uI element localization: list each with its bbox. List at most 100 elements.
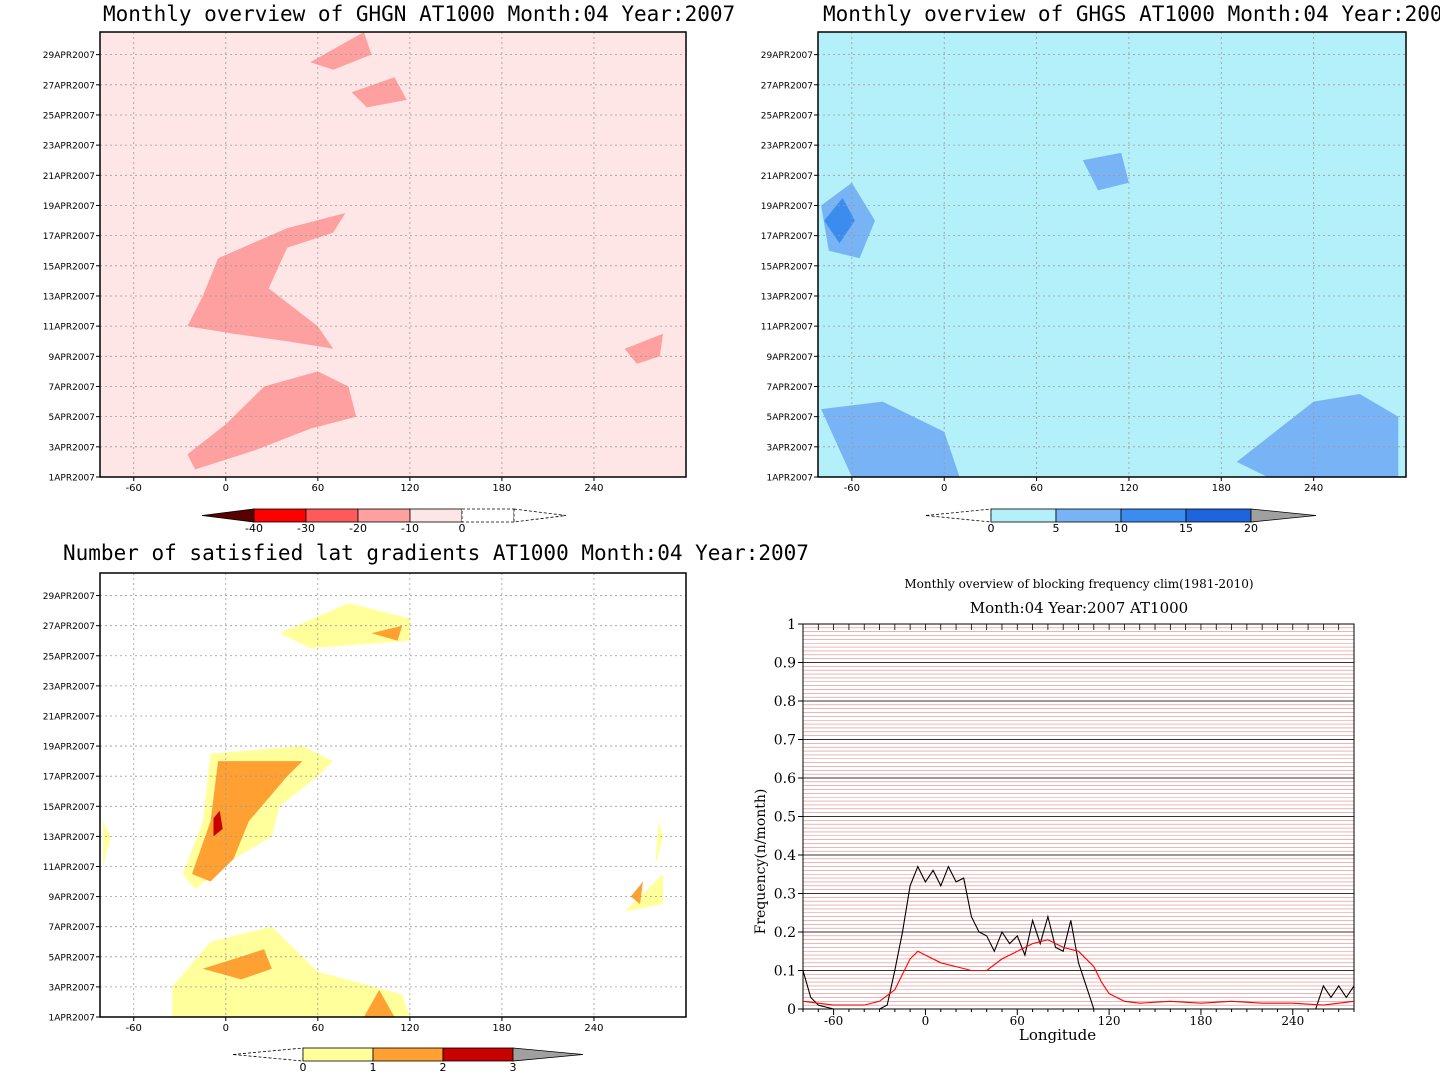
ghgs-field-bg [818, 32, 1406, 477]
ghgs-xtick-label: 60 [1030, 483, 1043, 494]
ghgs-colorbar-label: 10 [1114, 522, 1128, 535]
ghgn-xtick-label: 180 [492, 483, 511, 494]
ghgs-xtick-label: 180 [1212, 483, 1231, 494]
ghgn-ytick-label: 17APR2007 [43, 232, 95, 242]
latgrad-colorbar-end-high [512, 1047, 584, 1062]
latgrad-ytick-label: 25APR2007 [43, 652, 95, 662]
latgrad-ytick-label: 21APR2007 [43, 712, 95, 722]
ghgs-ytick-label: 21APR2007 [761, 172, 813, 182]
ghgn-ytick-label: 7APR2007 [49, 383, 95, 393]
ghgs-ytick-label: 1APR2007 [767, 474, 813, 484]
ghgn-colorbar-swatch [409, 508, 463, 523]
ghgn-ytick-label: 19APR2007 [43, 202, 95, 212]
ghgn-field-bg [100, 32, 686, 477]
ghgn-colorbar-label: -40 [245, 522, 263, 535]
latgrad-ytick-label: 11APR2007 [43, 863, 95, 873]
latgrad-contour-region [630, 881, 643, 905]
blocking-ylabel: Frequency(n/month) [753, 789, 769, 935]
latgrad-xtick-label: 60 [311, 1023, 324, 1034]
ghgn-contour-region [187, 213, 346, 349]
latgrad-contour-region [279, 603, 410, 649]
ghgs-contour-region [1082, 152, 1129, 191]
ghgn-ytick-label: 27APR2007 [43, 81, 95, 91]
ghgs-heatmap: 1APR2007 3APR2007 5APR2007 7APR2007 9APR2007… [761, 31, 1407, 535]
ghgs-ytick-label: 15APR2007 [761, 262, 813, 272]
latgrad-ytick-label: 5APR2007 [49, 953, 95, 963]
ghgn-ytick-label: 21APR2007 [43, 172, 95, 182]
ghgs-ytick-label: 7APR2007 [767, 383, 813, 393]
latgrad-colorbar-end-low [232, 1047, 304, 1062]
blocking-series-observed [802, 865, 1355, 1010]
ghgn-contour-region [310, 32, 372, 70]
ghgs-contour-region [1236, 394, 1399, 477]
ghgn-xtick-label: 120 [400, 483, 419, 494]
latgrad-xtick-label: 240 [584, 1023, 603, 1034]
ghgs-colorbar-label: 5 [1053, 522, 1060, 535]
blocking-ytick-label: 0.5 [774, 810, 796, 826]
latgrad-contour-region [202, 949, 272, 980]
ghgs-xtick-label: 120 [1119, 483, 1138, 494]
latgrad-colorbar-swatch [372, 1047, 444, 1062]
ghgs-ytick-label: 23APR2007 [761, 142, 813, 152]
ghgs-colorbar-end-low [925, 508, 992, 523]
latgrad-colorbar-swatch [302, 1047, 374, 1062]
blocking-series-climatology [802, 939, 1355, 1006]
latgrad-ytick-label: 19APR2007 [43, 743, 95, 753]
blocking-title: Monthly overview of blocking frequency c… [904, 577, 1253, 591]
ghgn-colorbar-swatch-blank [461, 508, 515, 523]
ghgn-ytick-label: 29APR2007 [43, 51, 95, 61]
ghgn-contour-region [351, 77, 407, 108]
blocking-xlabel: Longitude [1019, 1026, 1096, 1044]
ghgs-xtick-label: 240 [1304, 483, 1323, 494]
ghgn-ytick-label: 5APR2007 [49, 413, 95, 423]
ghgn-contour-region [187, 371, 357, 470]
ghgs-colorbar-label: 20 [1244, 522, 1258, 535]
ghgs-ytick-label: 13APR2007 [761, 292, 813, 302]
ghgn-colorbar-end-high [513, 508, 567, 523]
ghgs-ytick-label: 5APR2007 [767, 413, 813, 423]
latgrad-xtick-label: 180 [492, 1023, 511, 1034]
latgrad-ytick-label: 29APR2007 [43, 592, 95, 602]
ghgs-frame [817, 31, 1407, 478]
ghgn-frame [99, 31, 687, 478]
latgrad-xtick-label: -60 [126, 1023, 142, 1034]
ghgs-ytick-label: 17APR2007 [761, 232, 813, 242]
blocking-ytick-label: 0.9 [774, 656, 796, 672]
blocking-xtick-label: 240 [1281, 1014, 1304, 1028]
ghgn-heatmap: 1APR2007 3APR2007 5APR2007 7APR2007 9APR2007… [43, 31, 687, 535]
latgrad-colorbar-swatch [442, 1047, 514, 1062]
blocking-ytick-label: 0.2 [774, 925, 796, 941]
blocking-ytick-label: 0.8 [774, 694, 796, 710]
latgrad-contour-region [655, 821, 663, 867]
ghgs-ytick-label: 27APR2007 [761, 81, 813, 91]
ghgn-ytick-label: 25APR2007 [43, 111, 95, 121]
ghgs-ytick-label: 9APR2007 [767, 353, 813, 363]
ghgs-colorbar-swatch [1055, 508, 1122, 523]
ghgn-ytick-label: 23APR2007 [43, 142, 95, 152]
ghgs-ytick-label: 25APR2007 [761, 111, 813, 121]
ghgs-colorbar-swatch [1185, 508, 1252, 523]
blocking-ytick-label: 0.1 [774, 964, 796, 980]
latgrad-colorbar-label: 0 [300, 1061, 307, 1074]
latgrad-contour-region [371, 625, 403, 641]
latgrad-xtick-label: 120 [400, 1023, 419, 1034]
latgrad-ytick-label: 17APR2007 [43, 773, 95, 783]
ghgn-colorbar-label: -30 [297, 522, 315, 535]
latgrad-contour-region [192, 761, 303, 882]
ghgs-colorbar-swatch [990, 508, 1057, 523]
ghgn-colorbar-label: 0 [459, 522, 466, 535]
latgrad-frame [99, 572, 687, 1018]
blocking-ytick-label: 0.3 [774, 887, 796, 903]
ghgn-colorbar-swatch [305, 508, 359, 523]
blocking-ytick-label: 1 [787, 617, 796, 633]
blocking-xtick-label: 120 [1098, 1014, 1121, 1028]
ghgn-title: Monthly overview of GHGN AT1000 Month:04… [103, 2, 736, 26]
blocking-xtick-label: 0 [922, 1014, 930, 1028]
ghgn-ytick-label: 9APR2007 [49, 353, 95, 363]
ghgn-contour-region [624, 333, 663, 364]
lat-gradients-heatmap: 1APR2007 3APR2007 5APR2007 7APR2007 9APR2007… [43, 572, 687, 1074]
ghgn-ytick-label: 13APR2007 [43, 292, 95, 302]
ghgs-xtick-label: -60 [844, 483, 860, 494]
ghgs-contour-region [821, 401, 960, 477]
latgrad-ytick-label: 23APR2007 [43, 682, 95, 692]
